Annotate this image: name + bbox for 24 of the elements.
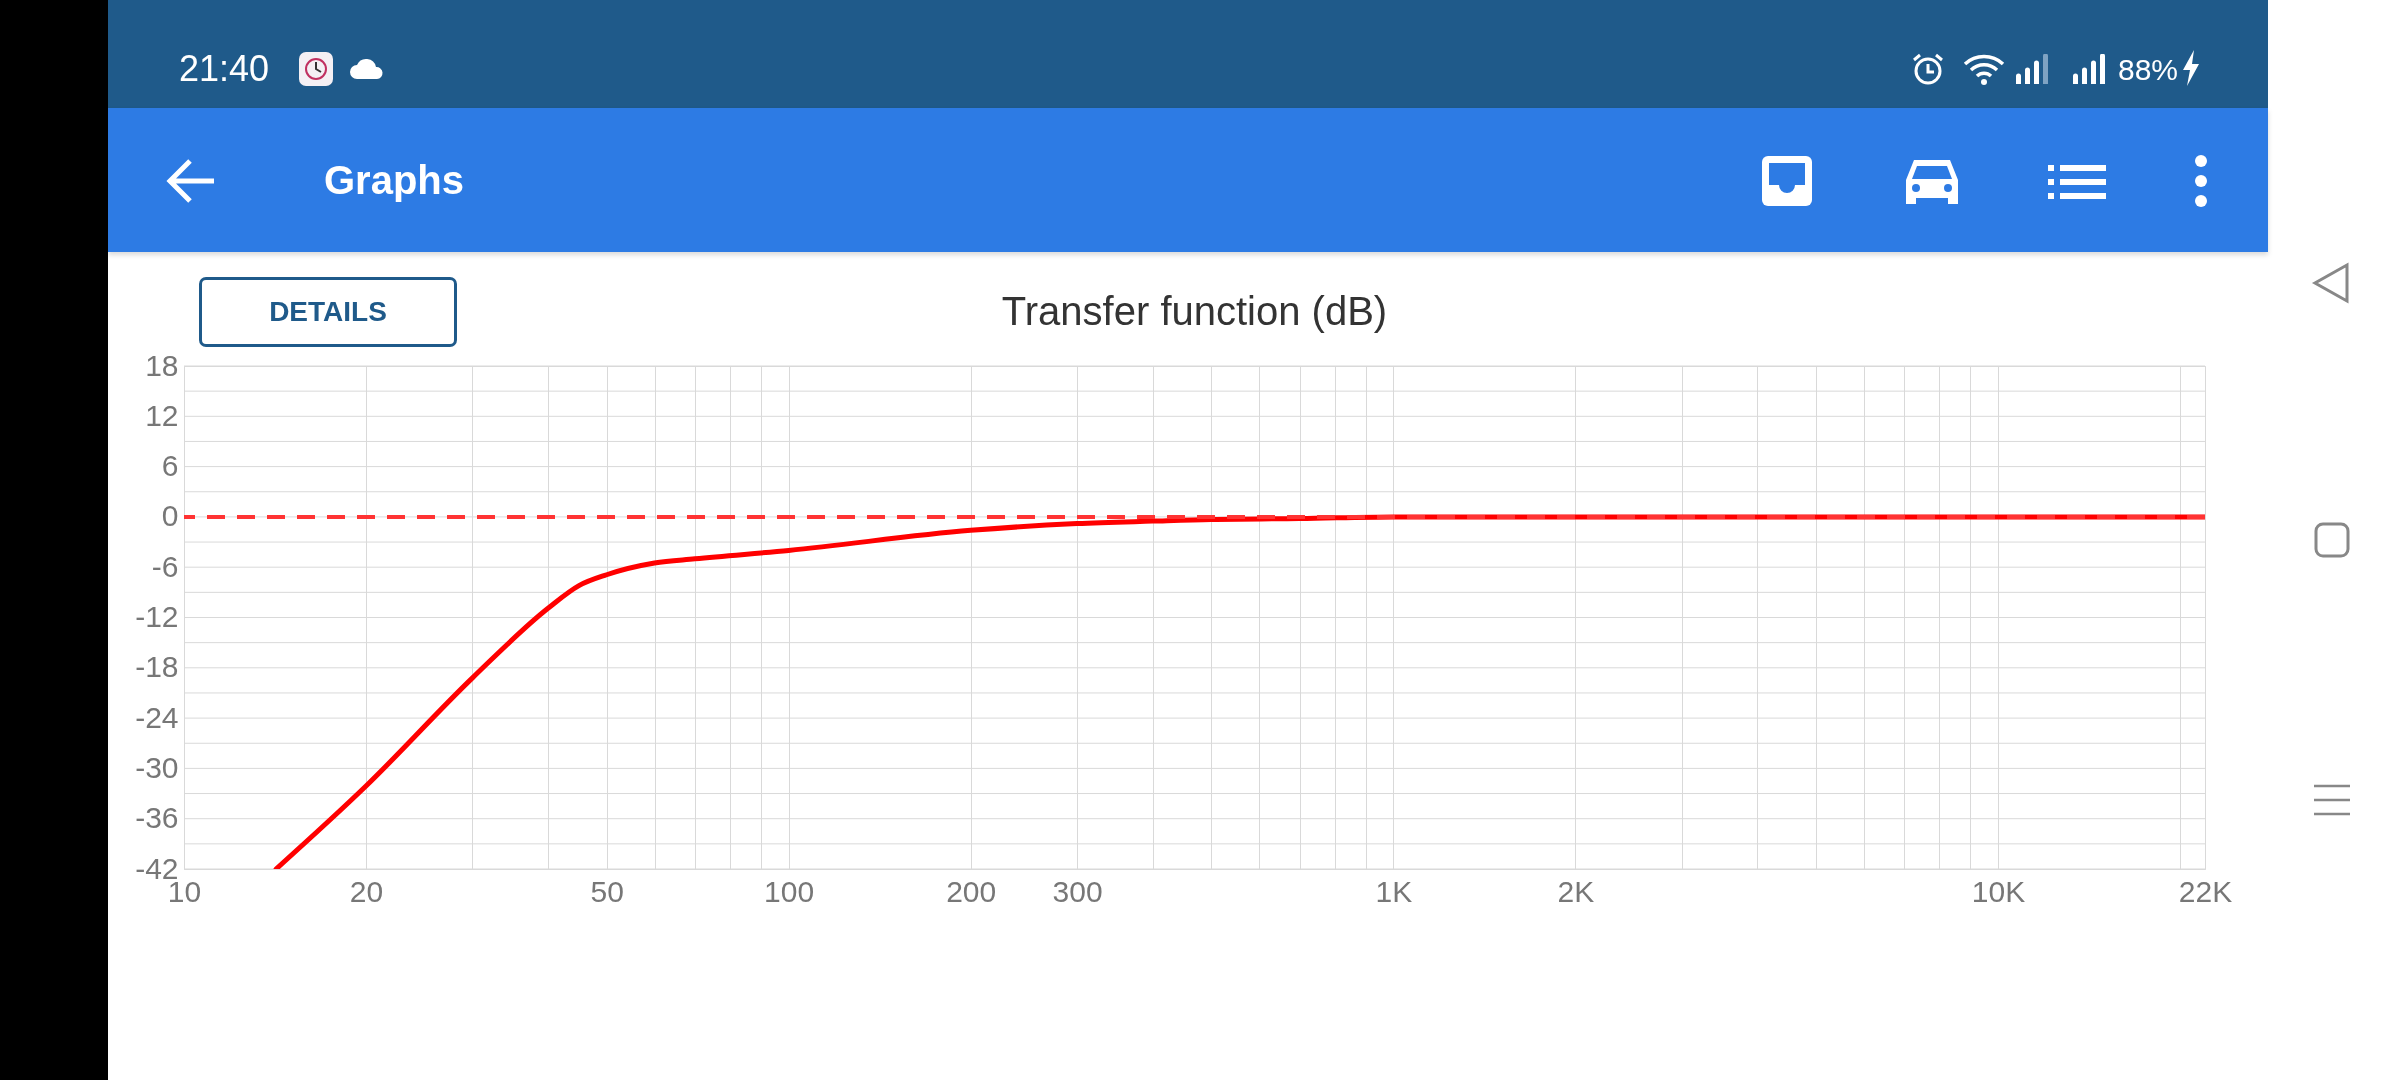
x-tick-label: 50 [590,874,624,908]
text: 21:40 [179,48,270,90]
y-tick-label: 6 [161,449,179,483]
x-tick-label: 1K [1375,874,1413,908]
y-tick-label: 0 [161,499,179,533]
y-tick-label: -6 [151,549,179,583]
y-tick-label: -18 [135,650,179,684]
text: Graphs [324,158,465,203]
chart-title: Transfer function (dB) [1001,289,1388,333]
y-tick-label: -30 [135,750,179,784]
x-tick-label: 200 [946,874,997,908]
x-tick-label: 2K [1557,874,1595,908]
y-tick-label: 12 [145,398,179,432]
text: DETAILS [199,277,457,347]
x-tick-label: 10K [1971,874,2026,908]
x-tick-label: 100 [764,874,815,908]
y-tick-label: -36 [135,801,179,835]
x-tick-label: 300 [1052,874,1103,908]
x-tick-label: 20 [349,874,384,908]
y-tick-label: 18 [145,348,179,382]
y-tick-label: -12 [135,600,179,633]
x-tick-label: 22K [2178,874,2233,908]
y-tick-label: -24 [135,700,179,734]
text: 88% [2118,53,2179,87]
